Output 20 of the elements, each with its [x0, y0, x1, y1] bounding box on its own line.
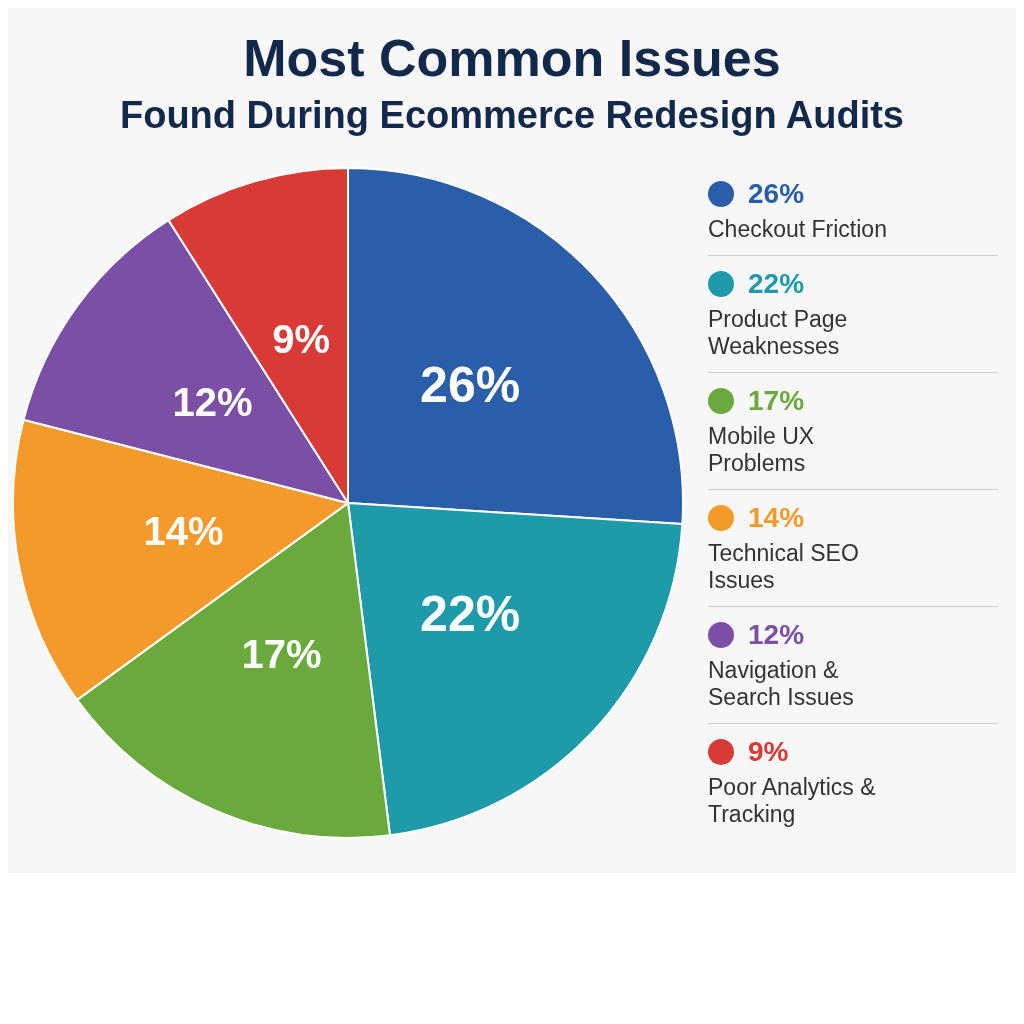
data-label: 22%: [420, 586, 521, 643]
data-label: 9%: [272, 317, 331, 362]
chart-subtitle: Found During Ecommerce Redesign Audits: [119, 94, 905, 137]
legend-label: Navigation & Search Issues: [708, 657, 855, 711]
legend-label: Poor Analytics & Tracking: [708, 774, 877, 828]
chart-title: Most Common Issues: [242, 28, 782, 88]
text: 26%: [748, 178, 805, 209]
legend-label: Product Page Weaknesses: [708, 306, 849, 360]
legend-label: Technical SEO Issues: [708, 540, 860, 594]
data-label: 12%: [172, 379, 253, 424]
text: 14%: [748, 502, 805, 533]
legend-label: Mobile UX Problems: [708, 423, 816, 477]
data-label: 17%: [241, 631, 322, 676]
text: 9%: [748, 736, 789, 767]
data-label: 14%: [143, 509, 224, 554]
data-label: 26%: [420, 357, 521, 414]
legend-label: Checkout Friction: [708, 216, 888, 243]
text: 17%: [748, 385, 805, 416]
text: 12%: [748, 619, 805, 650]
text: 22%: [748, 268, 805, 299]
